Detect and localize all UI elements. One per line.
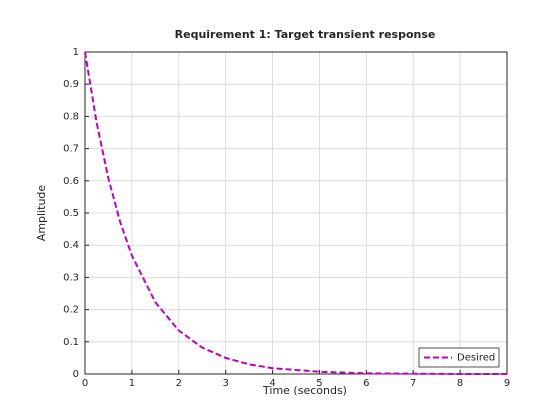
y-tick-label: 0.5 xyxy=(63,208,79,219)
x-tick-label: 3 xyxy=(222,378,228,389)
y-tick-label: 0.8 xyxy=(63,111,79,122)
y-tick-label: 0.1 xyxy=(63,337,79,348)
x-tick-label: 4 xyxy=(269,378,275,389)
series-line xyxy=(84,51,507,375)
plot-frame xyxy=(84,51,508,375)
x-tick-label: 9 xyxy=(504,378,510,389)
x-tick-label: 8 xyxy=(457,378,463,389)
x-axis-label: Time (seconds) xyxy=(262,384,347,397)
y-tick-label: 0.7 xyxy=(63,144,79,155)
y-axis-label: Amplitude xyxy=(35,185,48,242)
y-tick-label: 0.3 xyxy=(63,272,79,283)
y-tick-label: 0.9 xyxy=(63,79,79,90)
y-tick-label: 0.4 xyxy=(63,240,79,251)
x-tick-label: 6 xyxy=(363,378,369,389)
legend-box xyxy=(418,347,500,368)
y-tick-label: 0.6 xyxy=(63,176,79,187)
x-tick-label: 0 xyxy=(82,378,88,389)
x-tick-label: 7 xyxy=(410,378,416,389)
legend-label: Desired xyxy=(457,353,495,364)
x-tick-label: 2 xyxy=(176,378,182,389)
x-tick-label: 5 xyxy=(316,378,322,389)
y-tick-label: 0 xyxy=(73,369,79,380)
y-tick-label: 1 xyxy=(73,47,79,58)
y-tick-label: 0.2 xyxy=(63,305,79,316)
x-tick-label: 1 xyxy=(129,378,135,389)
chart-title: Requirement 1: Target transient response xyxy=(175,28,436,41)
